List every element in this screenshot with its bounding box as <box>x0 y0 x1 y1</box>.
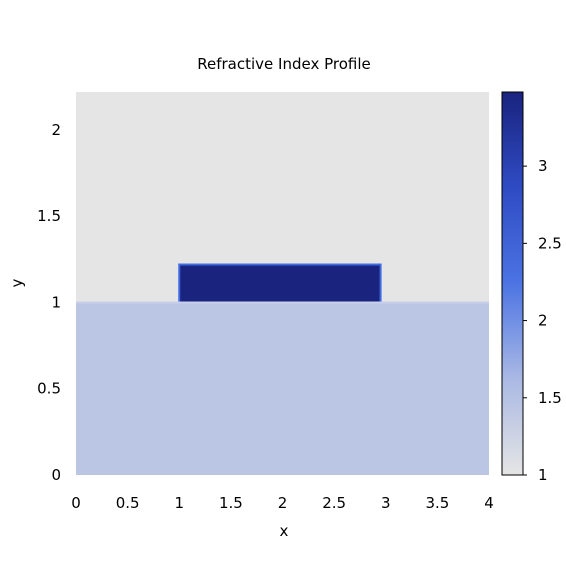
x-tick-label: 1.5 <box>219 494 243 512</box>
colorbar-tick-label: 1.5 <box>538 389 562 407</box>
y-tick-label: 1 <box>51 293 61 311</box>
x-tick-label: 4 <box>484 494 494 512</box>
colorbar: 1 1.5 2 2.5 3 <box>501 91 562 484</box>
chart-title: Refractive Index Profile <box>197 55 371 73</box>
y-tick-label: 0 <box>51 466 61 484</box>
x-tick-label: 3 <box>381 494 391 512</box>
x-tick-label: 2.5 <box>322 494 346 512</box>
region-2 <box>179 264 381 303</box>
x-axis-label: x <box>280 522 289 540</box>
y-axis-label: y <box>8 278 26 287</box>
y-tick-label: 2 <box>51 121 61 139</box>
colorbar-tick-label: 2.5 <box>538 234 562 252</box>
x-tick-label: 1 <box>174 494 184 512</box>
x-axis: 0 0.5 1 1.5 2 2.5 3 3.5 4 <box>71 494 494 512</box>
x-tick-label: 0 <box>71 494 81 512</box>
y-tick-label: 1.5 <box>37 207 61 225</box>
colorbar-tick-label: 2 <box>538 312 548 330</box>
colorbar-gradient <box>501 91 524 476</box>
y-tick-label: 0.5 <box>37 380 61 398</box>
colorbar-tick-label: 1 <box>538 466 548 484</box>
plot-area <box>76 92 489 475</box>
x-tick-label: 2 <box>278 494 288 512</box>
region-1 <box>76 302 489 475</box>
x-tick-label: 3.5 <box>425 494 449 512</box>
y-axis: 0 0.5 1 1.5 2 <box>37 121 61 484</box>
x-tick-label: 0.5 <box>116 494 140 512</box>
colorbar-tick-label: 3 <box>538 157 548 175</box>
